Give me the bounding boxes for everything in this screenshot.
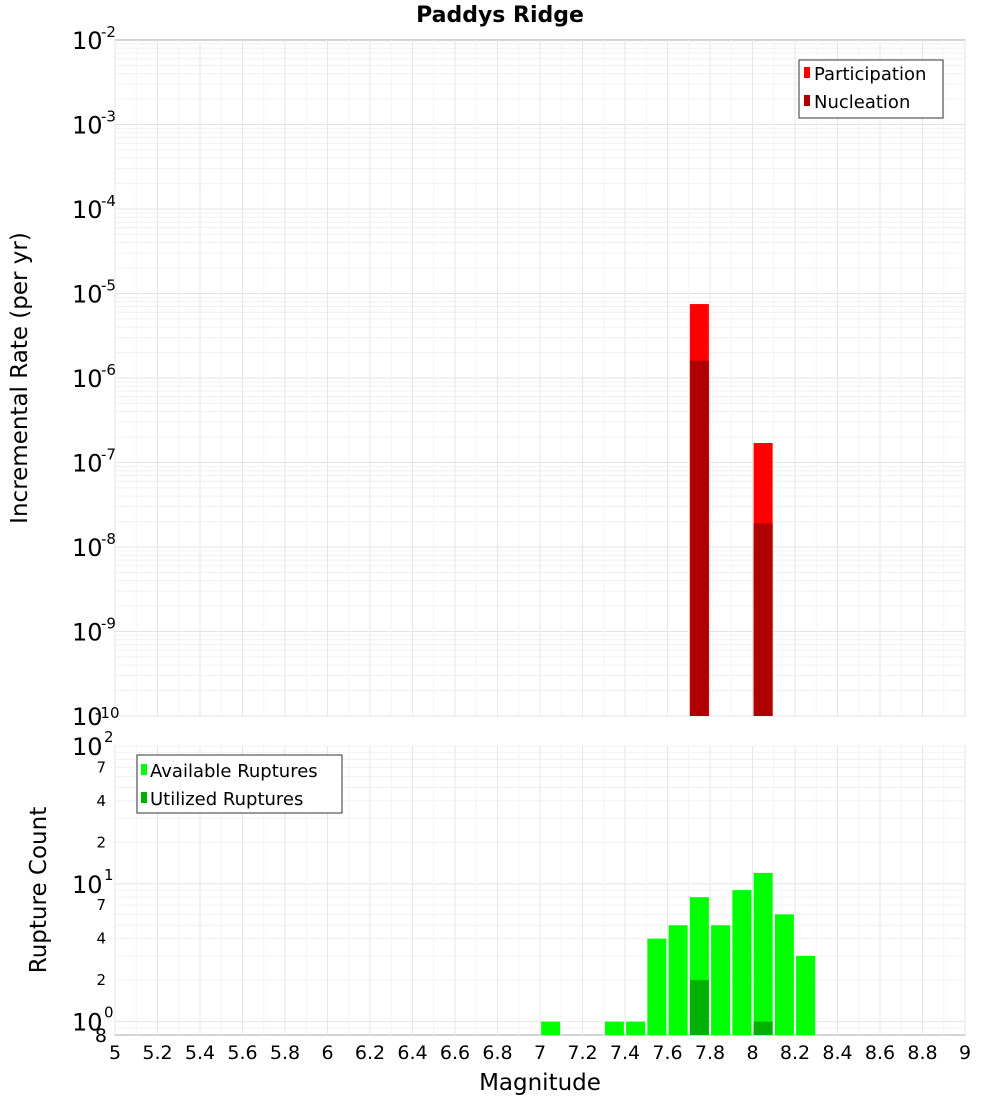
count-y-minor-tick-label: 4 bbox=[96, 792, 106, 810]
rate-grid bbox=[114, 40, 966, 717]
available-ruptures-bar bbox=[647, 938, 667, 1035]
rate-legend-box bbox=[798, 59, 944, 119]
available-ruptures-bar bbox=[774, 914, 794, 1035]
rate-y-tick-label: 10 bbox=[72, 112, 103, 140]
count-y-tick-exponent: 2 bbox=[104, 728, 114, 746]
legend-swatch-participation bbox=[804, 67, 810, 78]
rate-y-tick-label: 10 bbox=[72, 27, 103, 55]
x-tick-label: 5.4 bbox=[185, 1042, 215, 1064]
x-tick-label: 9 bbox=[959, 1042, 971, 1064]
rate-y-tick-label: 10 bbox=[72, 619, 103, 647]
available-ruptures-bar bbox=[732, 890, 752, 1035]
rate-y-tick-exponent: -4 bbox=[101, 192, 116, 210]
rate-y-tick-exponent: -9 bbox=[101, 615, 116, 633]
utilized-ruptures-bar bbox=[753, 1021, 773, 1035]
x-tick-label: 8.4 bbox=[822, 1042, 852, 1064]
available-ruptures-bar bbox=[753, 872, 773, 1035]
x-tick-label: 5.6 bbox=[227, 1042, 257, 1064]
count-y-tick-label: 10 bbox=[72, 1009, 103, 1037]
rate-y-tick-label: 10 bbox=[72, 534, 103, 562]
nucleation-bar bbox=[689, 360, 709, 716]
legend-label-participation: Participation bbox=[814, 64, 926, 85]
x-tick-label: 7.6 bbox=[652, 1042, 682, 1064]
count-y-tick-label: 10 bbox=[72, 871, 103, 899]
available-ruptures-bar bbox=[796, 955, 816, 1035]
rate-y-tick-exponent: -7 bbox=[101, 446, 116, 464]
x-tick-label: 5.2 bbox=[142, 1042, 172, 1064]
rate-panel: 10-210-310-410-510-610-710-810-910-10 In… bbox=[7, 23, 966, 731]
legend-label-nucleation: Nucleation bbox=[814, 92, 910, 113]
available-ruptures-bar bbox=[626, 1021, 646, 1035]
rate-y-tick-label: 10 bbox=[72, 281, 103, 309]
rate-y-tick-label: 10 bbox=[72, 450, 103, 478]
rate-y-tick-exponent: -8 bbox=[101, 530, 116, 548]
x-tick-label: 7.8 bbox=[695, 1042, 725, 1064]
count-y-minor-tick-label: 4 bbox=[96, 930, 106, 948]
count-x-ticks: 5 5.2 5.4 5.6 5.8 6 6.2 6.4 6.6 6.8 7 7.2 7.4 7.6 7.8 8… bbox=[109, 1042, 971, 1064]
rate-legend: Participation Nucleation bbox=[798, 59, 944, 119]
rate-y-tick-exponent: -5 bbox=[101, 277, 116, 295]
utilized-ruptures-bar bbox=[689, 980, 709, 1035]
x-tick-label: 7.4 bbox=[610, 1042, 640, 1064]
rate-y-tick-label: 10 bbox=[72, 365, 103, 393]
rate-y-tick-exponent: -6 bbox=[101, 361, 116, 379]
x-tick-label: 8.8 bbox=[907, 1042, 937, 1064]
rate-y-tick-exponent: -10 bbox=[95, 704, 120, 722]
count-bars bbox=[541, 872, 816, 1035]
count-legend-box bbox=[136, 754, 343, 814]
x-tick-label: 7.2 bbox=[567, 1042, 597, 1064]
legend-swatch-available bbox=[141, 764, 147, 775]
count-y-minor-tick-label: 7 bbox=[96, 758, 106, 776]
legend-label-utilized: Utilized Ruptures bbox=[150, 789, 303, 810]
legend-swatch-utilized bbox=[141, 792, 147, 803]
count-y-minor-tick-label: 2 bbox=[96, 971, 106, 989]
count-y-minor-tick-label: 2 bbox=[96, 833, 106, 851]
x-axis-label: Magnitude bbox=[479, 1070, 601, 1096]
rate-y-axis-label: Incremental Rate (per yr) bbox=[7, 232, 33, 524]
available-ruptures-bar bbox=[711, 925, 731, 1035]
chart-title: Paddys Ridge bbox=[416, 3, 584, 28]
count-legend: Available Ruptures Utilized Ruptures bbox=[136, 754, 343, 814]
x-tick-label: 5 bbox=[109, 1042, 121, 1064]
x-tick-label: 7 bbox=[534, 1042, 546, 1064]
x-tick-label: 5.8 bbox=[270, 1042, 300, 1064]
x-tick-label: 8.6 bbox=[865, 1042, 895, 1064]
count-y-tick-exponent: 0 bbox=[104, 1004, 114, 1022]
x-tick-label: 6.4 bbox=[397, 1042, 427, 1064]
x-tick-label: 6.8 bbox=[482, 1042, 512, 1064]
x-tick-label: 8.2 bbox=[780, 1042, 810, 1064]
legend-label-available: Available Ruptures bbox=[150, 761, 318, 782]
rate-y-ticks: 10-210-310-410-510-610-710-810-910-10 bbox=[72, 23, 120, 731]
nucleation-bar bbox=[753, 523, 773, 716]
count-y-minor-tick-label: 8 bbox=[95, 1025, 107, 1047]
available-ruptures-bar bbox=[604, 1021, 624, 1035]
rate-bars bbox=[689, 304, 773, 716]
rate-y-tick-exponent: -3 bbox=[101, 108, 116, 126]
available-ruptures-bar bbox=[541, 1021, 561, 1035]
legend-swatch-nucleation bbox=[804, 95, 810, 106]
x-tick-label: 6.2 bbox=[355, 1042, 385, 1064]
rate-y-tick-label: 10 bbox=[72, 703, 103, 731]
available-ruptures-bar bbox=[668, 925, 688, 1035]
count-y-tick-exponent: 1 bbox=[104, 866, 114, 884]
count-y-axis-label: Rupture Count bbox=[26, 807, 52, 973]
x-tick-label: 6 bbox=[321, 1042, 333, 1064]
x-tick-label: 6.6 bbox=[440, 1042, 470, 1064]
rate-y-tick-label: 10 bbox=[72, 196, 103, 224]
count-y-tick-label: 10 bbox=[72, 733, 103, 761]
rate-y-tick-exponent: -2 bbox=[101, 23, 116, 41]
count-y-minor-tick-label: 7 bbox=[96, 896, 106, 914]
x-tick-label: 8 bbox=[746, 1042, 758, 1064]
